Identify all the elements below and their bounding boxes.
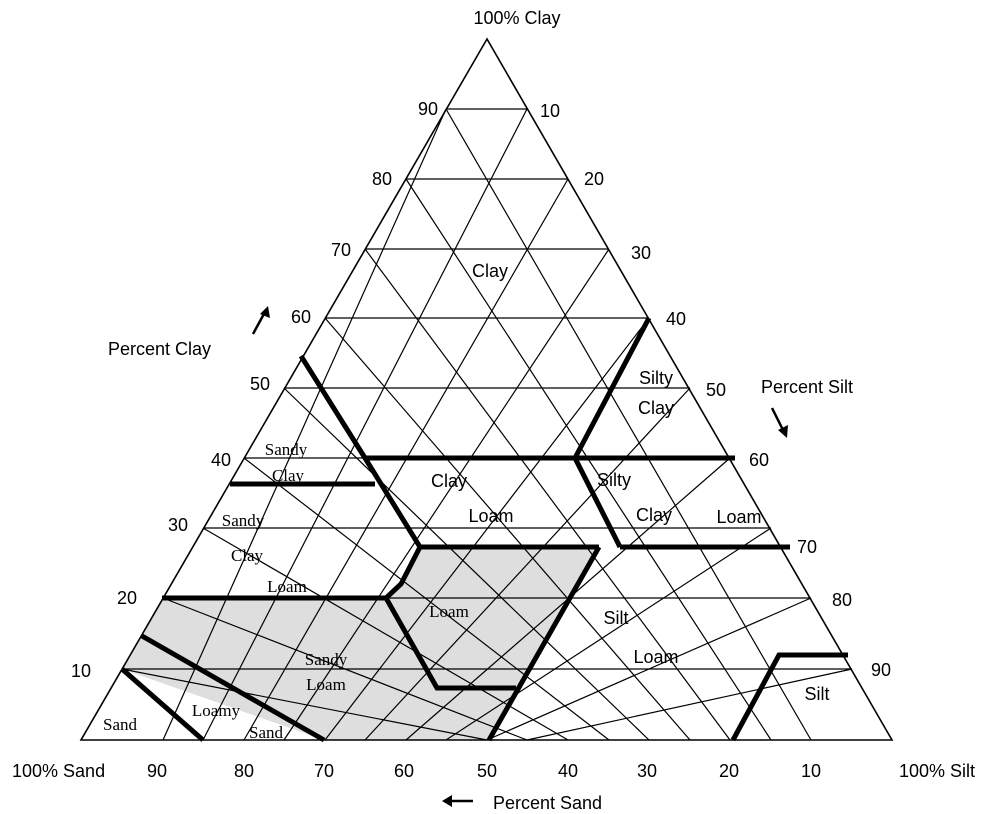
clay-axis-title: Percent Clay bbox=[108, 339, 211, 359]
silt-tick: 10 bbox=[540, 101, 560, 121]
clay-arrow-icon bbox=[251, 306, 270, 335]
sand-axis-ticks: 90 80 70 60 50 40 30 20 10 bbox=[147, 761, 821, 781]
clay-tick: 60 bbox=[291, 307, 311, 327]
silt-tick: 60 bbox=[749, 450, 769, 470]
region-label-silty-clay-loam: Silty bbox=[597, 470, 631, 490]
sand-tick: 40 bbox=[558, 761, 578, 781]
region-label-clay-loam: Clay bbox=[431, 471, 467, 491]
sand-tick: 90 bbox=[147, 761, 167, 781]
silt-tick: 20 bbox=[584, 169, 604, 189]
region-label-silty-clay-loam: Loam bbox=[716, 507, 761, 527]
vertex-label-clay: 100% Clay bbox=[473, 8, 560, 28]
sand-tick: 20 bbox=[719, 761, 739, 781]
silt-axis-ticks: 10 20 30 40 50 60 70 80 90 bbox=[540, 101, 891, 680]
region-label-silty-clay-loam: Clay bbox=[636, 505, 672, 525]
sand-arrow-icon bbox=[442, 795, 473, 807]
region-label-sandy-clay-loam: Loam bbox=[267, 577, 307, 596]
class-boundaries bbox=[120, 316, 848, 743]
silt-tick: 40 bbox=[666, 309, 686, 329]
region-label-silt-loam: Silt bbox=[603, 608, 628, 628]
sand-tick: 30 bbox=[637, 761, 657, 781]
silt-tick: 90 bbox=[871, 660, 891, 680]
region-label-clay-loam: Loam bbox=[468, 506, 513, 526]
region-label-clay: Clay bbox=[472, 261, 508, 281]
region-label-sandy-loam: Sandy bbox=[305, 650, 348, 669]
clay-tick: 90 bbox=[418, 99, 438, 119]
silt-tick: 80 bbox=[832, 590, 852, 610]
region-label-sandy-clay-loam: Clay bbox=[231, 546, 264, 565]
vertex-label-sand: 100% Sand bbox=[12, 761, 105, 781]
clay-tick: 20 bbox=[117, 588, 137, 608]
clay-tick: 40 bbox=[211, 450, 231, 470]
region-label-sand: Sand bbox=[103, 715, 138, 734]
silt-axis-title: Percent Silt bbox=[761, 377, 853, 397]
region-label-loam: Loam bbox=[429, 602, 469, 621]
region-labels: Clay Silty Clay Sandy Clay Clay Loam Sil… bbox=[103, 261, 830, 742]
clay-tick: 30 bbox=[168, 515, 188, 535]
region-label-silt-loam: Loam bbox=[633, 647, 678, 667]
silt-tick: 70 bbox=[797, 537, 817, 557]
region-label-silt: Silt bbox=[804, 684, 829, 704]
silt-tick: 50 bbox=[706, 380, 726, 400]
region-label-silty-clay: Silty bbox=[639, 368, 673, 388]
clay-axis-ticks: 10 20 30 40 50 60 70 80 90 bbox=[71, 99, 438, 681]
region-label-loamy-sand: Sand bbox=[249, 723, 284, 742]
sand-tick: 80 bbox=[234, 761, 254, 781]
clay-tick: 80 bbox=[372, 169, 392, 189]
sand-axis-title: Percent Sand bbox=[493, 793, 602, 813]
region-label-loamy-sand: Loamy bbox=[192, 701, 241, 720]
region-label-sandy-loam: Loam bbox=[306, 675, 346, 694]
sand-tick: 50 bbox=[477, 761, 497, 781]
region-label-sandy-clay-loam: Sandy bbox=[222, 511, 265, 530]
silt-arrow-icon bbox=[770, 407, 788, 438]
vertex-label-silt: 100% Silt bbox=[899, 761, 975, 781]
sand-tick: 10 bbox=[801, 761, 821, 781]
sand-tick: 70 bbox=[314, 761, 334, 781]
region-label-sandy-clay: Clay bbox=[272, 466, 305, 485]
region-label-sandy-clay: Sandy bbox=[265, 440, 308, 459]
clay-tick: 70 bbox=[331, 240, 351, 260]
region-label-silty-clay: Clay bbox=[638, 398, 674, 418]
triangle-outline bbox=[79, 37, 894, 741]
sand-tick: 60 bbox=[394, 761, 414, 781]
clay-tick: 50 bbox=[250, 374, 270, 394]
silt-tick: 30 bbox=[631, 243, 651, 263]
clay-tick: 10 bbox=[71, 661, 91, 681]
